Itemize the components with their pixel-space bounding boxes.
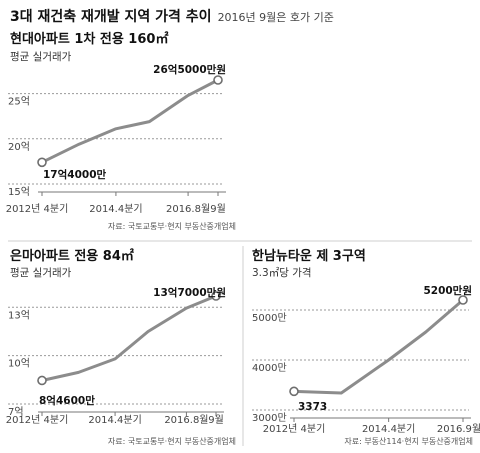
eunma-xtick-label: 2014.4분기 <box>88 414 141 426</box>
hyundai-chart-title: 현대아파트 1차 전용 160㎡ <box>10 31 168 47</box>
eunma-end-label: 13억7000만원 <box>153 286 226 299</box>
eunma-xtick-label: 2012년 4분기 <box>6 414 69 426</box>
hannam-ytick-label: 3000만 <box>252 412 287 424</box>
eunma-xtick-label: 9월 <box>208 414 224 426</box>
hyundai-xtick-label: 2016.8월 <box>166 203 210 215</box>
eunma-start-point <box>37 375 47 386</box>
hyundai-xtick-label: 2012년 4분기 <box>6 203 69 215</box>
main-title: 3대 재건축 재개발 지역 가격 추이 <box>10 9 212 25</box>
hyundai-start-label: 17억4000만 <box>43 168 106 181</box>
eunma-ytick-label: 13억 <box>8 309 30 321</box>
main-subtitle: 2016년 9월은 호가 기준 <box>217 11 334 24</box>
eunma-ytick-label: 10억 <box>8 358 30 370</box>
hannam-ytick-label: 4000만 <box>252 362 287 374</box>
hannam-ytick-label: 5000만 <box>252 312 287 324</box>
hyundai-chart-subtitle: 평균 실거래가 <box>10 51 72 63</box>
hannam-source-note: 자료: 부동산114·현지 부동산중개업체 <box>344 436 473 446</box>
eunma-ytick-label: 7억 <box>8 406 24 418</box>
hyundai-xtick-label: 2014.4분기 <box>89 203 142 215</box>
hannam-xtick-label: 2014.4분기 <box>362 423 415 435</box>
hyundai-series-line <box>40 78 220 164</box>
eunma-start-label: 8억4600만 <box>39 394 95 407</box>
hannam-end-point <box>458 295 468 305</box>
hyundai-ytick-label: 15억 <box>8 186 30 198</box>
eunma-series-line <box>40 294 218 382</box>
hyundai-ytick-label: 20억 <box>8 141 30 153</box>
eunma-chart-subtitle: 평균 실거래가 <box>10 267 72 279</box>
hannam-series-line <box>292 298 465 395</box>
hyundai-start-point <box>37 157 47 168</box>
eunma-chart-title: 은마아파트 전용 84㎡ <box>10 248 134 264</box>
hannam-chart-title: 한남뉴타운 제 3구역 <box>252 248 366 264</box>
hyundai-source-note: 자료: 국토교통부·현지 부동산중개업체 <box>108 221 236 231</box>
figure-title: 3대 재건축 재개발 지역 가격 추이 2016년 9월은 호가 기준 <box>10 6 334 26</box>
eunma-xtick-label: 2016.8월 <box>164 414 208 426</box>
hyundai-end-point <box>213 75 223 85</box>
hyundai-ytick-label: 25억 <box>8 96 30 108</box>
eunma-end-point <box>211 291 221 301</box>
eunma-source-note: 자료: 국토교통부·현지 부동산중개업체 <box>108 436 236 446</box>
hannam-xtick-label: 2016.9월 <box>437 423 480 435</box>
hannam-start-point <box>289 386 299 397</box>
hyundai-xtick-label: 9월 <box>210 203 226 215</box>
hannam-start-label: 3373 <box>298 401 327 413</box>
hannam-chart-subtitle: 3.3㎡당 가격 <box>252 266 312 279</box>
hyundai-end-label: 26억5000만원 <box>153 63 226 76</box>
hannam-xtick-label: 2012년 4분기 <box>263 423 326 435</box>
hannam-end-label: 5200만원 <box>423 284 472 297</box>
